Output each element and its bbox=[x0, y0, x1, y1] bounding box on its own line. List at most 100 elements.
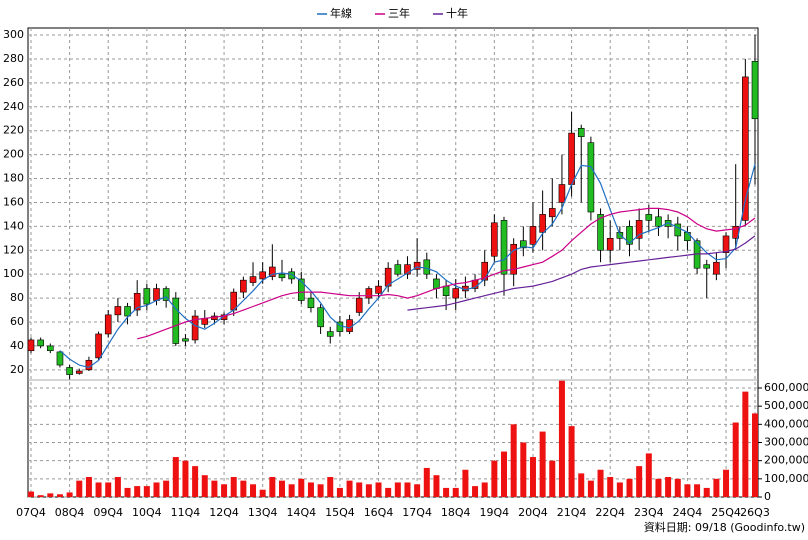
volume-bar bbox=[240, 480, 247, 497]
x-tick-label: 07Q4 bbox=[16, 506, 46, 519]
candle-body bbox=[220, 314, 228, 320]
volume-bar bbox=[742, 391, 749, 497]
volume-bar bbox=[336, 487, 343, 497]
volume-bar bbox=[230, 477, 237, 497]
volume-bar bbox=[163, 480, 170, 497]
candle-body bbox=[27, 339, 35, 352]
volume-bar bbox=[616, 482, 623, 497]
candle-body bbox=[191, 315, 199, 341]
candle-body bbox=[66, 367, 73, 375]
y2-tick-label: 500,000 bbox=[764, 399, 808, 412]
volume-bar bbox=[259, 489, 266, 497]
y-tick-label: 220 bbox=[3, 124, 24, 137]
candle-body bbox=[394, 264, 402, 275]
candle-body bbox=[269, 266, 276, 277]
volume-bar bbox=[356, 482, 363, 497]
candle-body bbox=[684, 232, 691, 242]
volume-bar bbox=[317, 484, 324, 497]
candle-body bbox=[404, 264, 411, 275]
volume-bar bbox=[462, 469, 469, 497]
candle-body bbox=[47, 345, 54, 352]
candle-body bbox=[423, 259, 431, 275]
candle-body bbox=[645, 214, 653, 221]
volume-bar bbox=[549, 460, 556, 497]
candle-body bbox=[500, 220, 508, 275]
volume-bar bbox=[346, 480, 353, 497]
volume-bar bbox=[703, 487, 710, 497]
volume-bar bbox=[134, 486, 141, 497]
candle-body bbox=[172, 297, 180, 344]
y2-tick-label: 0 bbox=[764, 490, 771, 503]
x-tick-label: 25Q4 bbox=[711, 506, 741, 519]
volume-bar bbox=[143, 486, 150, 497]
x-tick-label: 13Q4 bbox=[248, 506, 278, 519]
candle-body bbox=[655, 216, 662, 227]
volume-bar bbox=[288, 484, 295, 497]
candle-body bbox=[133, 293, 141, 311]
x-tick-label: 21Q4 bbox=[557, 506, 587, 519]
x-tick-label: 14Q4 bbox=[286, 506, 316, 519]
volume-bar bbox=[278, 480, 285, 497]
candle-body bbox=[491, 222, 498, 257]
x-tick-label: 08Q4 bbox=[55, 506, 85, 519]
volume-bar bbox=[529, 457, 536, 497]
volume-bar bbox=[694, 484, 701, 497]
x-tick-label: 11Q4 bbox=[171, 506, 201, 519]
candle-body bbox=[153, 288, 160, 301]
candle-body bbox=[95, 333, 102, 359]
x-tick-label: 19Q4 bbox=[480, 506, 510, 519]
candle-body bbox=[307, 297, 315, 308]
volume-bar bbox=[404, 482, 411, 497]
volume-bar bbox=[423, 467, 430, 497]
x-tick-label: 18Q4 bbox=[441, 506, 471, 519]
candle-body bbox=[433, 278, 440, 289]
candle-body bbox=[703, 264, 711, 269]
x-tick-label: 26Q3 bbox=[740, 506, 770, 519]
volume-bar bbox=[510, 424, 517, 497]
volume-bar bbox=[385, 487, 392, 497]
y-tick-label: 260 bbox=[3, 76, 24, 89]
y-tick-label: 160 bbox=[3, 195, 24, 208]
volume-bar bbox=[655, 478, 662, 497]
x-tick-label: 17Q4 bbox=[402, 506, 432, 519]
volume-bar bbox=[211, 480, 218, 497]
candle-body bbox=[674, 223, 682, 237]
candle-body bbox=[577, 128, 585, 137]
candle-body bbox=[751, 61, 759, 120]
volume-bar bbox=[452, 487, 459, 497]
x-tick-label: 16Q4 bbox=[364, 506, 394, 519]
volume-bar bbox=[114, 477, 121, 497]
volume-bar bbox=[587, 480, 594, 497]
volume-bar bbox=[105, 482, 112, 497]
candle-body bbox=[259, 271, 266, 280]
x-tick-label: 10Q4 bbox=[132, 506, 162, 519]
candle-body bbox=[288, 271, 295, 280]
candle-body bbox=[355, 297, 363, 313]
y2-tick-label: 300,000 bbox=[764, 435, 808, 448]
volume-bar bbox=[28, 491, 34, 497]
volume-bar bbox=[394, 482, 401, 497]
candle-body bbox=[375, 285, 382, 294]
volume-bar bbox=[192, 466, 199, 497]
candle-body bbox=[326, 331, 334, 337]
volume-bar bbox=[201, 475, 208, 497]
volume-bar bbox=[636, 466, 643, 497]
volume-bar bbox=[597, 469, 604, 497]
legend-label: 年線 bbox=[330, 6, 352, 20]
volume-bar bbox=[472, 486, 479, 497]
y-tick-label: 120 bbox=[3, 243, 24, 256]
candle-body bbox=[520, 240, 527, 249]
legend-label: 十年 bbox=[446, 6, 468, 20]
candle-body bbox=[548, 208, 556, 218]
x-tick-label: 23Q4 bbox=[634, 506, 664, 519]
volume-bar bbox=[626, 478, 633, 497]
volume-bar bbox=[539, 431, 546, 497]
y-tick-label: 40 bbox=[10, 339, 24, 352]
volume-bar bbox=[481, 482, 488, 497]
y-tick-label: 180 bbox=[3, 172, 24, 185]
volume-bar bbox=[365, 484, 372, 497]
x-tick-label: 20Q4 bbox=[518, 506, 548, 519]
y-tick-label: 20 bbox=[10, 363, 24, 376]
volume-bar bbox=[568, 426, 575, 497]
candle-body bbox=[124, 306, 131, 317]
